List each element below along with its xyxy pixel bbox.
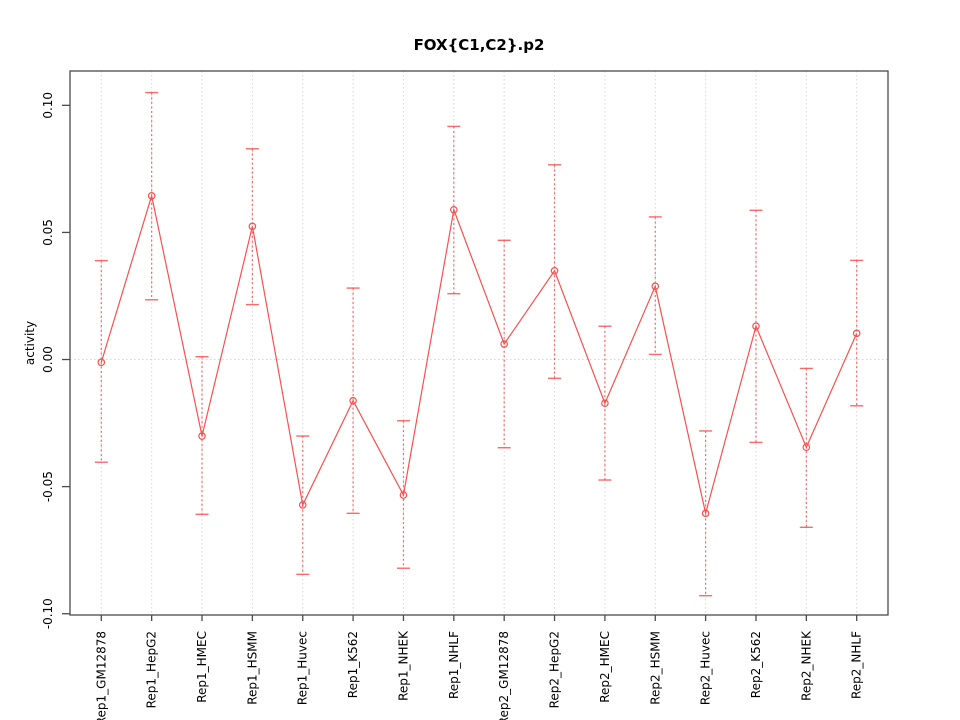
x-tick-label: Rep1_Huvec	[296, 631, 310, 705]
x-tick-label: Rep2_HSMM	[648, 631, 662, 705]
data-point	[802, 443, 811, 452]
data-point	[298, 501, 307, 509]
plot-box	[69, 70, 889, 616]
x-tick-label: Rep2_Huvec	[699, 631, 713, 705]
data-point	[651, 282, 660, 291]
series-line	[100, 195, 858, 514]
y-tick-label: -0.05	[41, 471, 55, 502]
x-tick-label: Rep1_NHEK	[396, 630, 410, 701]
y-tick-label: -0.10	[41, 598, 55, 629]
data-point	[248, 222, 257, 231]
data-point	[852, 329, 861, 338]
x-tick-label: Rep2_NHEK	[799, 630, 813, 701]
data-point	[97, 358, 106, 367]
x-tick-label: Rep1_HepG2	[145, 631, 159, 708]
chart-title: FOX{C1,C2}.p2	[413, 36, 545, 54]
data-point	[550, 267, 559, 275]
data-point	[147, 192, 156, 200]
x-tick-label: Rep1_K562	[346, 631, 360, 698]
data-point	[198, 432, 206, 440]
x-tick-label: Rep2_NHLF	[850, 631, 864, 699]
x-tick-label: Rep2_GM12878	[497, 631, 511, 720]
x-tick-label: Rep1_GM12878	[94, 631, 108, 720]
data-point	[500, 340, 508, 348]
data-point	[399, 491, 408, 499]
data-point	[349, 396, 357, 405]
data-point	[752, 322, 760, 331]
x-tick-label: Rep2_HMEC	[598, 631, 612, 703]
y-tick-label: 0.00	[41, 346, 55, 373]
y-tick-label: 0.05	[41, 219, 55, 246]
x-tick-label: Rep2_HepG2	[548, 631, 562, 708]
y-tick-label: 0.10	[41, 92, 55, 119]
x-tick-label: Rep1_HSMM	[245, 631, 259, 705]
x-tick-label: Rep1_NHLF	[447, 631, 461, 699]
data-point	[601, 399, 609, 408]
x-tick-label: Rep1_HMEC	[195, 631, 209, 703]
x-tick-label: Rep2_K562	[749, 631, 763, 698]
data-point	[701, 509, 710, 518]
data-point	[450, 205, 458, 214]
